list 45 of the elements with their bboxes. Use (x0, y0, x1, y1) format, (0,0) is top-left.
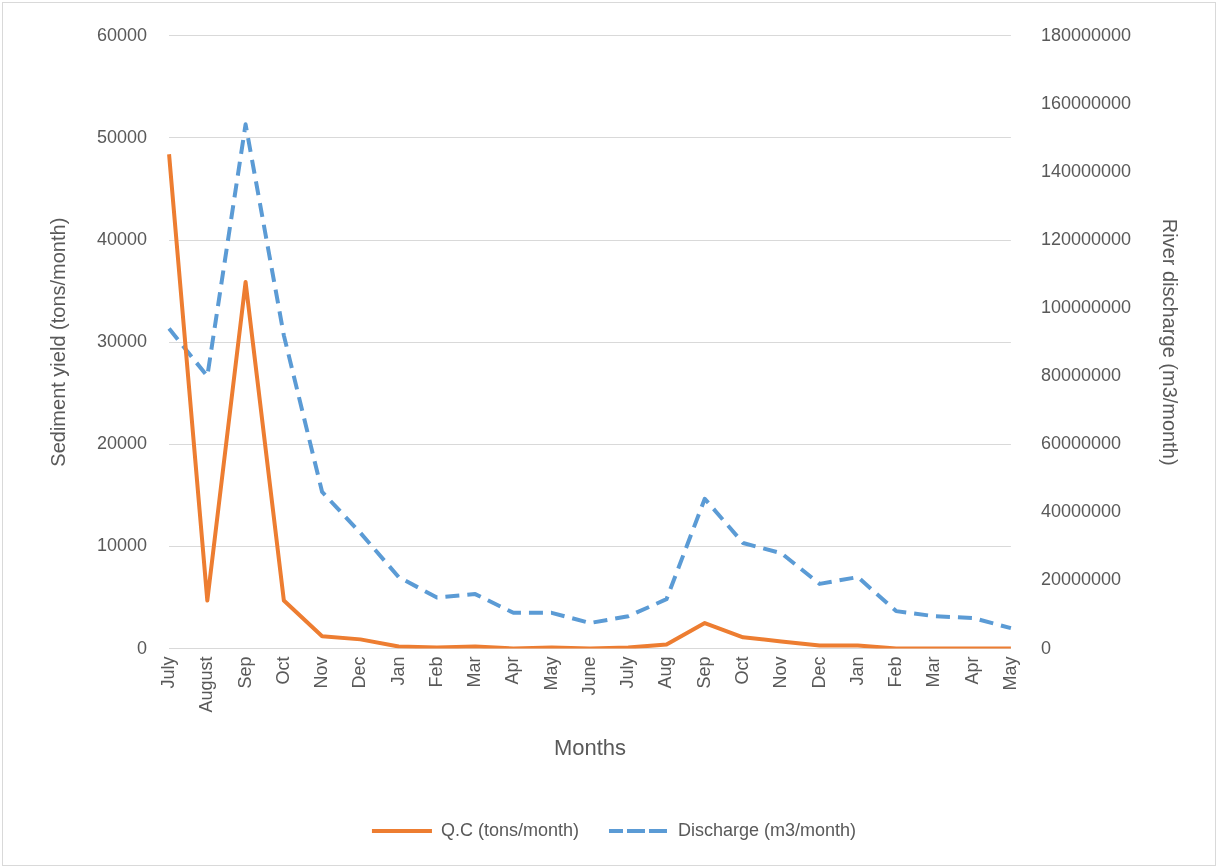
x-tick-label: Feb (425, 656, 446, 688)
x-tick-label: Feb (885, 656, 906, 688)
legend-label: Q.C (tons/month) (440, 819, 579, 840)
x-tick-label: May (540, 656, 561, 691)
y-tick-label: 50000 (96, 126, 148, 147)
x-tick-label: Aug (655, 656, 676, 689)
x-tick-label: Nov (311, 656, 332, 689)
x-tick-label: Jan (846, 656, 867, 686)
y2-axis-title: River discharge (m3/month) (1159, 218, 1182, 466)
x-tick-label: Dec (349, 656, 370, 689)
y2-tick-label: 140000000 (1040, 160, 1132, 181)
legend-label: Discharge (m3/month) (677, 819, 857, 840)
x-tick-label: Oct (732, 656, 753, 685)
x-tick-label: Oct (272, 656, 293, 685)
x-tick-label: May (999, 656, 1020, 691)
x-tick-label: Sep (693, 656, 714, 689)
y2-tick-label: 40000000 (1040, 501, 1121, 522)
x-tick-label: Dec (808, 656, 829, 689)
x-tick-label: Mar (464, 656, 485, 688)
x-tick-label: July (617, 656, 638, 689)
y2-tick-label: 20000000 (1040, 569, 1121, 590)
y2-tick-label: 60000000 (1040, 433, 1121, 454)
y-tick-label: 0 (137, 637, 148, 658)
y2-tick-label: 180000000 (1040, 24, 1132, 45)
y2-tick-label: 160000000 (1040, 92, 1132, 113)
y-tick-label: 10000 (96, 535, 148, 556)
x-tick-label: June (578, 656, 599, 696)
x-axis-title: Months (553, 734, 627, 760)
y2-tick-label: 0 (1040, 637, 1051, 658)
x-tick-label: Nov (770, 656, 791, 689)
y2-tick-label: 120000000 (1040, 229, 1132, 250)
y-tick-label: 30000 (96, 331, 148, 352)
y2-tick-label: 80000000 (1040, 365, 1121, 386)
x-tick-label: Sep (234, 656, 255, 689)
y-axis-title: Sediment yield (tons/month) (46, 217, 69, 467)
x-tick-label: Apr (961, 656, 982, 685)
x-tick-label: July (158, 656, 179, 689)
y-tick-label: 60000 (96, 24, 148, 45)
y-tick-label: 20000 (96, 433, 148, 454)
y-tick-label: 40000 (96, 229, 148, 250)
x-tick-label: Mar (923, 656, 944, 688)
y2-tick-label: 100000000 (1040, 297, 1132, 318)
x-tick-label: August (196, 656, 217, 713)
x-tick-label: Jan (387, 656, 408, 686)
x-tick-label: Apr (502, 656, 523, 685)
